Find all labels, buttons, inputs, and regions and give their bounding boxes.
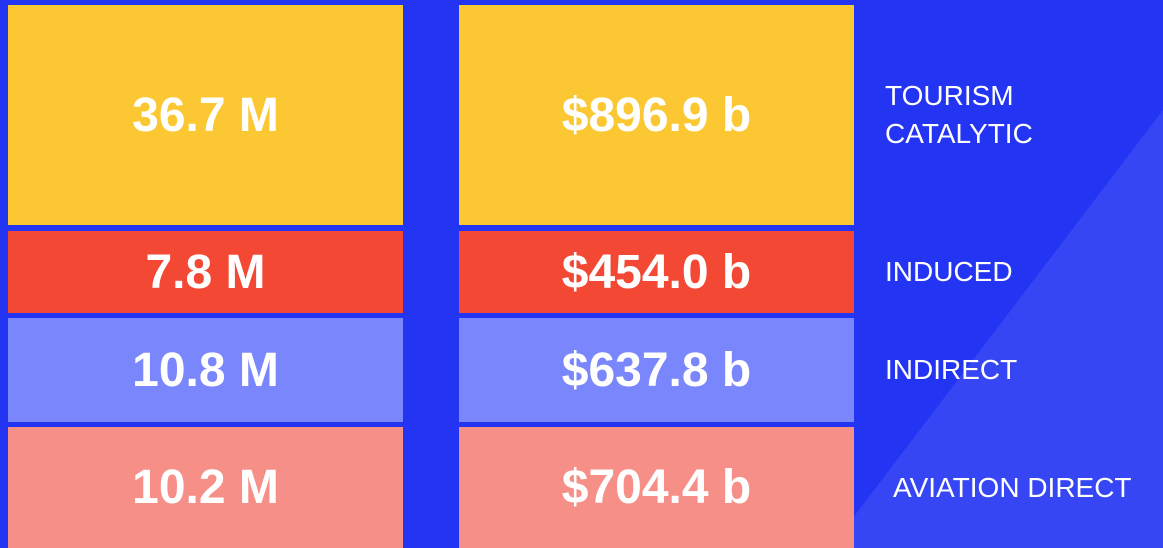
jobs-segment: 10.2 M xyxy=(8,427,403,548)
jobs-segment: 10.8 M xyxy=(8,318,403,422)
gdp-segment: $896.9 b xyxy=(459,5,854,225)
gdp-segment: $454.0 b xyxy=(459,231,854,313)
diagonal-shade xyxy=(830,110,1163,548)
segment-label: INDIRECT xyxy=(885,354,1018,385)
jobs-segment: 7.8 M xyxy=(8,231,403,313)
segment-label: TOURISM CATALYTIC xyxy=(885,80,1033,149)
segment-label: INDUCED xyxy=(885,256,1013,287)
gdp-segment: $704.4 b xyxy=(459,427,854,548)
gdp-segment: $637.8 b xyxy=(459,318,854,422)
jobs-segment: 36.7 M xyxy=(8,5,403,225)
segment-label: AVIATION DIRECT xyxy=(893,471,1132,503)
